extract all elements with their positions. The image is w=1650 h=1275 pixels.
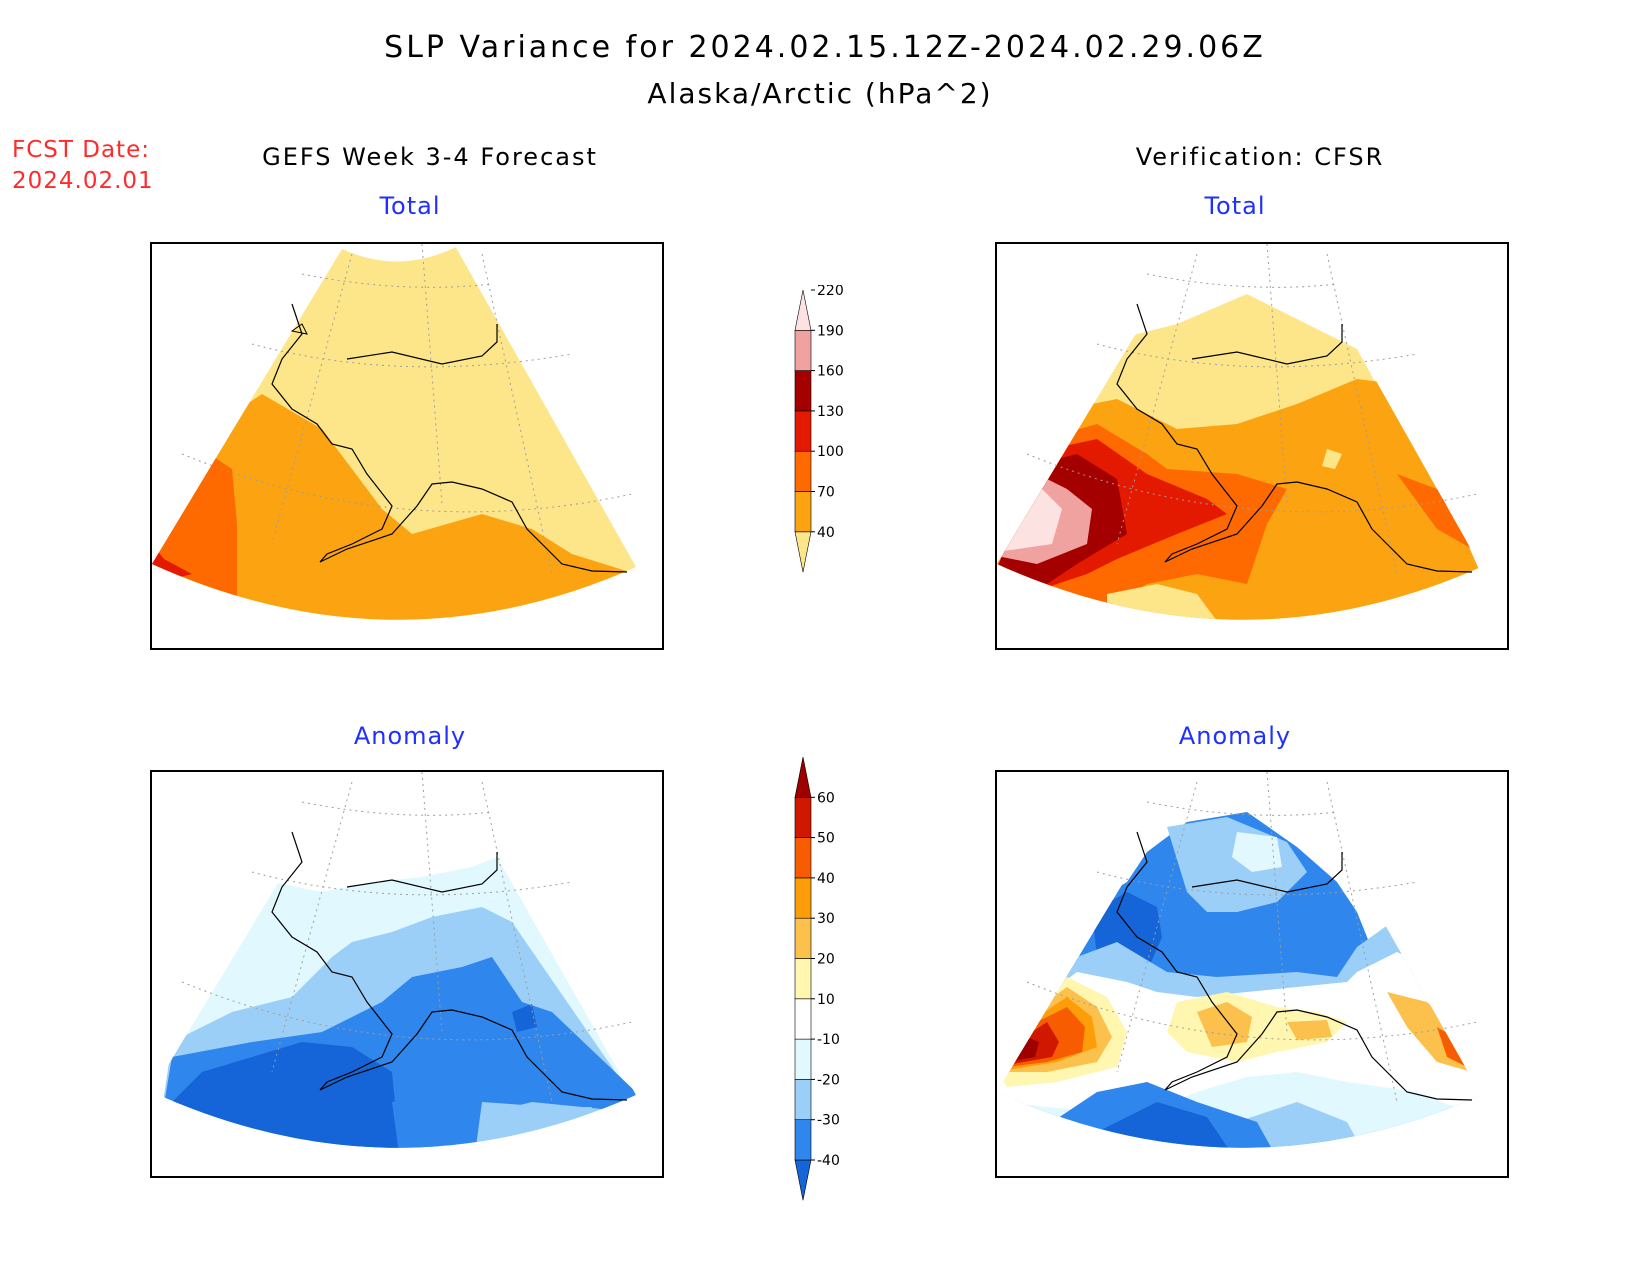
anomaly-colorbar-swatch (794, 1038, 812, 1080)
fcst-date-label: FCST Date: (12, 137, 150, 163)
anomaly-colorbar-label: 40 (817, 871, 835, 887)
verification-column-heading: Verification: CFSR (1135, 143, 1385, 171)
total-colorbar-label: 100 (817, 444, 844, 460)
anomaly-colorbar-label: -20 (817, 1072, 840, 1088)
forecast-total-map (150, 242, 664, 650)
forecast-column-heading: GEFS Week 3-4 Forecast (262, 143, 598, 171)
anomaly-colorbar-label: 30 (817, 911, 835, 927)
anomaly-colorbar-label: -10 (817, 1032, 840, 1048)
anomaly-colorbar-label: 10 (817, 992, 835, 1008)
total-colorbar-label: 220 (817, 285, 844, 299)
verification-anomaly-map (995, 770, 1509, 1178)
total-colorbar-label: 130 (817, 404, 844, 420)
figure-title: SLP Variance for 2024.02.15.12Z-2024.02.… (384, 30, 1266, 65)
verification-anomaly-title: Anomaly (1178, 722, 1292, 750)
total-colorbar: 40 70 100 130 160 190 220 (790, 283, 860, 619)
total-colorbar-label: 40 (817, 525, 835, 541)
total-colorbar-swatch (794, 289, 812, 331)
total-colorbar-label: 190 (817, 323, 844, 339)
anomaly-colorbar-label: 50 (817, 831, 835, 847)
anomaly-colorbar-label: -30 (817, 1113, 840, 1129)
total-colorbar-swatch (794, 329, 812, 371)
forecast-total-title: Total (379, 192, 441, 220)
anomaly-colorbar-swatch (794, 756, 812, 798)
total-colorbar-label: 160 (817, 364, 844, 380)
anomaly-colorbar-swatch (794, 796, 812, 838)
verification-total-title: Total (1204, 192, 1266, 220)
anomaly-colorbar-swatch (794, 837, 812, 879)
anomaly-colorbar-swatch (794, 1079, 812, 1120)
total-colorbar-label: 70 (817, 485, 835, 501)
anomaly-colorbar-swatch (794, 917, 812, 959)
forecast-anomaly-title: Anomaly (353, 722, 467, 750)
anomaly-colorbar-swatch (794, 998, 812, 1040)
anomaly-colorbar-label: -40 (817, 1153, 840, 1169)
total-colorbar-swatch (794, 531, 812, 573)
total-colorbar-swatch (794, 370, 812, 412)
verification-total-map (995, 242, 1509, 650)
anomaly-colorbar: -40 -30 -20 -10 10 20 30 40 50 60 (790, 752, 860, 1211)
fcst-date-value: 2024.02.01 (12, 168, 154, 194)
anomaly-colorbar-swatch (794, 1119, 812, 1161)
total-colorbar-swatch (794, 410, 812, 452)
anomaly-colorbar-swatch (794, 958, 812, 1000)
anomaly-colorbar-swatch (794, 1159, 812, 1201)
total-colorbar-swatch (794, 450, 812, 492)
anomaly-colorbar-swatch (794, 877, 812, 919)
total-colorbar-swatch (794, 491, 812, 533)
forecast-anomaly-map (150, 770, 664, 1178)
anomaly-colorbar-label: 20 (817, 952, 835, 968)
anomaly-colorbar-label: 60 (817, 790, 835, 806)
figure-subtitle: Alaska/Arctic (hPa^2) (647, 77, 993, 110)
